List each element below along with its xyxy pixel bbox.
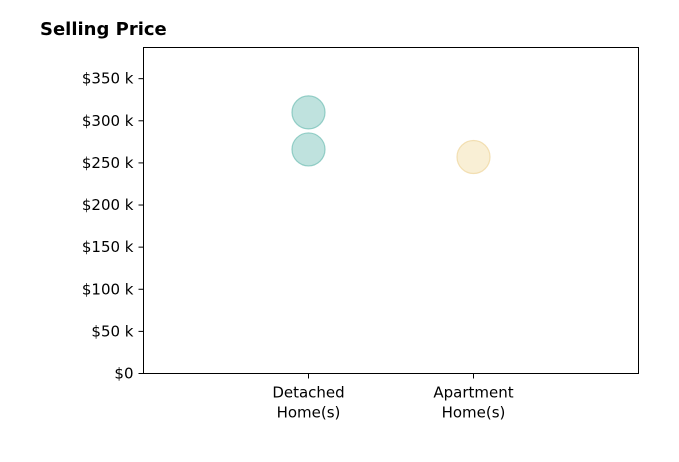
- scatter-point: [291, 132, 326, 167]
- y-tick-label: $200 k: [82, 196, 134, 214]
- scatter-point: [291, 95, 326, 130]
- x-tick-label: Detached Home(s): [272, 384, 344, 422]
- y-tick-label: $250 k: [82, 154, 134, 172]
- y-tick-label: $300 k: [82, 112, 134, 130]
- data-points: [291, 95, 491, 175]
- y-tick-label: $350 k: [82, 70, 134, 88]
- y-tick-label: $0: [114, 365, 133, 383]
- y-axis: $0 $50 k $100 k $150 k $200 k $250 k $300 k $35…: [82, 70, 144, 383]
- y-tick-label: $150 k: [82, 238, 134, 256]
- y-tick-label: $50 k: [91, 322, 133, 340]
- plot-area-frame: [143, 47, 639, 374]
- chart-title: Selling Price: [40, 19, 167, 40]
- scatter-point: [456, 139, 491, 175]
- x-tick-label: Apartment Home(s): [433, 384, 513, 422]
- x-axis: Detached Home(s) Apartment Home(s): [272, 373, 514, 422]
- y-tick-label: $100 k: [82, 280, 134, 298]
